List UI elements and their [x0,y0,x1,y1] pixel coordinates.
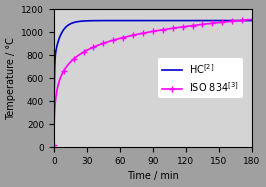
HC$^{[2]}$ [72,21,76,24]
Line: ISO 834$^{[3]}$: ISO 834$^{[3]}$ [50,16,255,148]
Line: HC$^{[2]}$: HC$^{[2]}$ [54,21,252,145]
HC$^{[2]}$ [188,19,191,22]
ISO 834$^{[3]}$ [139,33,143,35]
ISO 834$^{[3]}$ [72,58,76,60]
X-axis label: Time / min: Time / min [127,171,179,181]
HC$^{[2]}$ [139,19,143,22]
Y-axis label: Temperature / °C: Temperature / °C [6,37,15,119]
HC$^{[2]}$ [52,144,55,146]
ISO 834$^{[3]}$ [52,144,55,146]
Legend: HC$^{[2]}$, ISO 834$^{[3]}$: HC$^{[2]}$, ISO 834$^{[3]}$ [158,58,243,98]
ISO 834$^{[3]}$ [210,22,213,24]
ISO 834$^{[3]}$ [207,23,210,25]
HC$^{[2]}$ [132,19,135,22]
ISO 834$^{[3]}$ [188,25,191,27]
ISO 834$^{[3]}$ [132,34,135,36]
ISO 834$^{[3]}$ [250,18,253,21]
HC$^{[2]}$ [207,19,210,22]
HC$^{[2]}$ [210,19,213,22]
HC$^{[2]}$ [250,19,253,22]
